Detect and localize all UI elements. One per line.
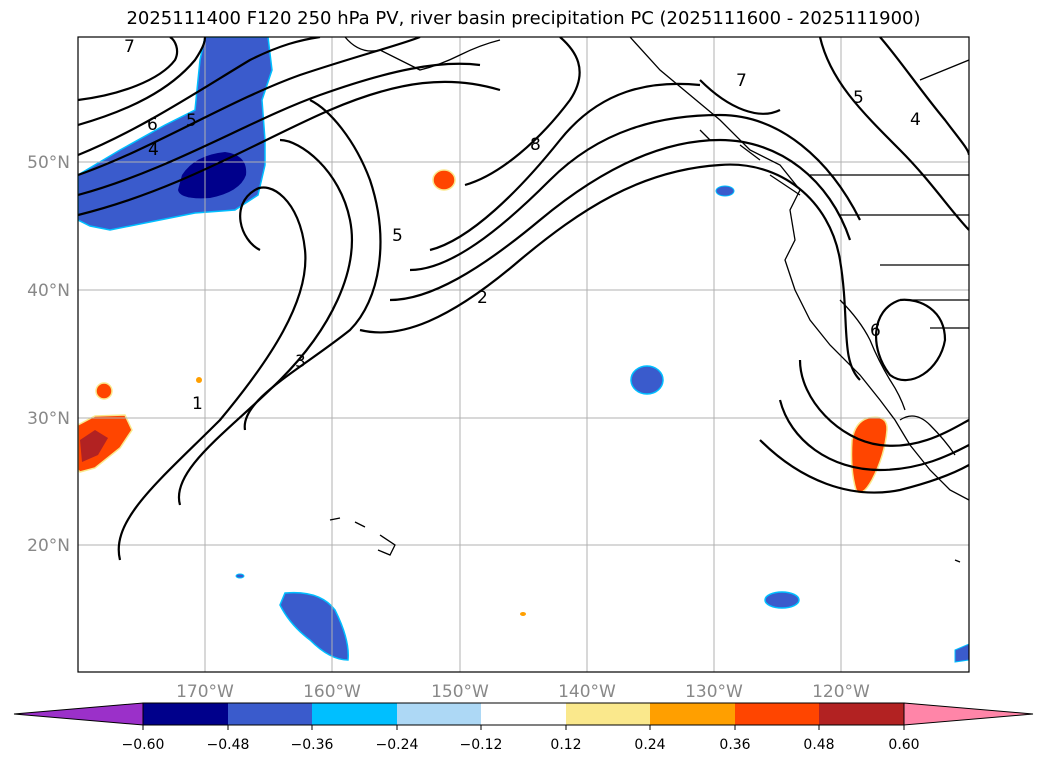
colorbar-segment [819, 703, 904, 725]
contour-labels: 7 6 5 4 8 7 5 4 5 2 3 1 6 [124, 37, 921, 414]
lon-label: 170°W [176, 682, 234, 702]
contour-label: 6 [147, 115, 158, 135]
coastlines [329, 37, 969, 563]
negative-anomaly-core [178, 152, 247, 199]
contour-label: 1 [192, 394, 203, 414]
colorbar-tick-label: −0.12 [460, 737, 503, 753]
colorbar-tick-label: −0.48 [207, 737, 250, 753]
contour-label: 4 [910, 110, 921, 130]
colorbar-tick-label: 0.36 [719, 737, 750, 753]
positive-anomaly-core [80, 430, 108, 462]
colorbar-ticks [142, 725, 905, 730]
latitude-labels: 50°N 40°N 30°N 20°N [27, 153, 70, 556]
colorbar: −0.60 −0.48 −0.36 −0.24 −0.12 0.12 0.24 … [13, 702, 1034, 753]
negative-anomaly [235, 573, 245, 579]
contour-label: 5 [853, 88, 864, 108]
contour-label: 6 [870, 321, 881, 341]
lon-label: 150°W [431, 682, 489, 702]
map-panel: 7 6 5 4 8 7 5 4 5 2 3 1 6 [78, 37, 969, 672]
negative-anomaly-edge [954, 643, 969, 663]
negative-anomaly-south [279, 591, 349, 661]
lat-label: 40°N [27, 281, 70, 301]
colorbar-frame [142, 702, 905, 726]
pv-contours [78, 37, 969, 561]
colorbar-extend-low [13, 702, 144, 726]
colorbar-segment [481, 703, 566, 725]
lat-label: 30°N [27, 409, 70, 429]
negative-anomaly [715, 185, 735, 197]
contour-label: 4 [148, 140, 159, 160]
contour-label: 7 [736, 71, 747, 91]
lon-label: 130°W [685, 682, 743, 702]
contour-label: 5 [186, 111, 197, 131]
map-frame [77, 36, 970, 673]
colorbar-extend-high [903, 702, 1034, 726]
positive-anomaly [196, 377, 202, 383]
colorbar-segment [650, 703, 735, 725]
positive-anomaly [432, 169, 456, 191]
colorbar-tick-label: 0.48 [803, 737, 834, 753]
lat-label: 20°N [27, 536, 70, 556]
colorbar-tick-label: −0.24 [376, 737, 419, 753]
colorbar-segment [735, 703, 819, 725]
colorbar-tick-label: 0.24 [634, 737, 665, 753]
negative-anomaly [630, 365, 664, 395]
colorbar-segment [312, 703, 397, 725]
lon-label: 160°W [303, 682, 361, 702]
colorbar-segment [397, 703, 481, 725]
lon-label: 140°W [558, 682, 616, 702]
positive-anomaly [95, 382, 113, 400]
lat-label: 50°N [27, 153, 70, 173]
contour-label: 7 [124, 37, 135, 57]
positive-anomaly [520, 612, 526, 616]
colorbar-tick-label: 0.60 [888, 737, 919, 753]
colorbar-segment [228, 703, 312, 725]
colorbar-tick-label: −0.60 [122, 737, 165, 753]
map-title: 2025111400 F120 250 hPa PV, river basin … [126, 8, 921, 29]
contour-label: 5 [392, 226, 403, 246]
contour-label: 2 [477, 288, 488, 308]
contour-label: 8 [530, 135, 541, 155]
colorbar-segment [566, 703, 650, 725]
colorbar-tick-label: 0.12 [550, 737, 581, 753]
contour-label: 3 [295, 352, 306, 372]
negative-anomaly [764, 591, 800, 609]
lon-label: 120°W [812, 682, 870, 702]
longitude-labels: 170°W 160°W 150°W 140°W 130°W 120°W [176, 682, 870, 702]
colorbar-tick-label: −0.36 [291, 737, 334, 753]
colorbar-segment [143, 703, 228, 725]
